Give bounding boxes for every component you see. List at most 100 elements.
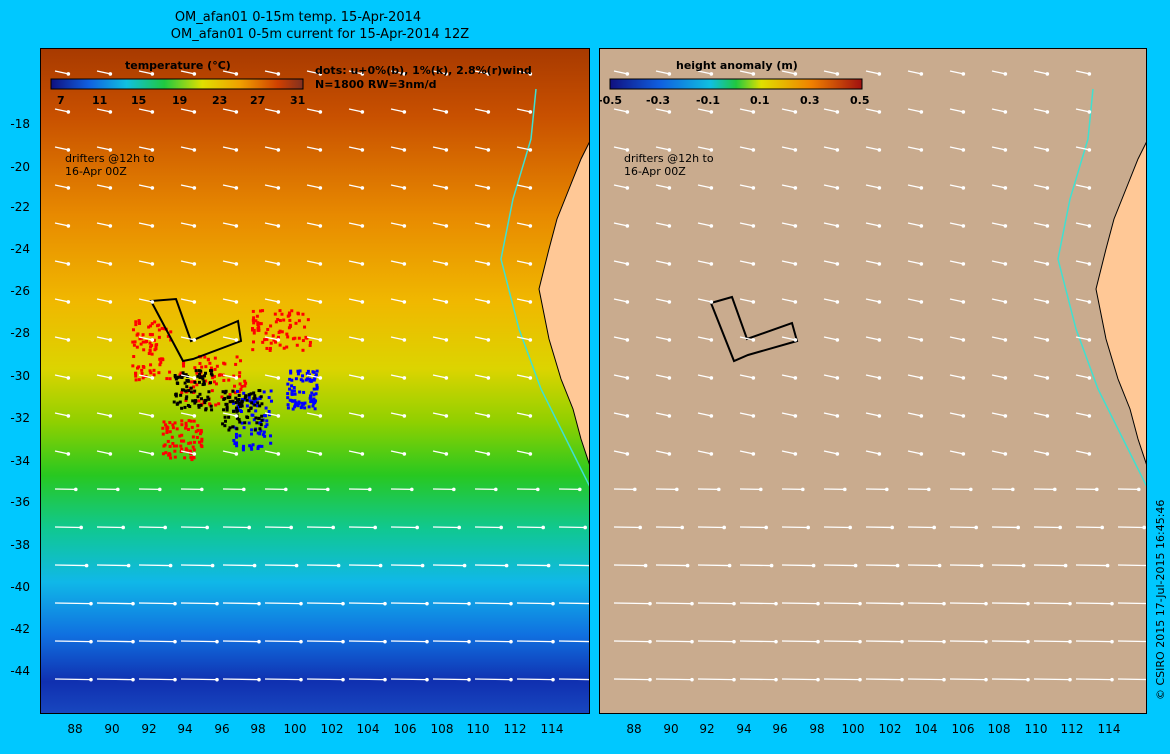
- current-arrow: [1075, 374, 1090, 379]
- current-arrow: [739, 640, 776, 643]
- drifter-dot: [256, 401, 260, 405]
- drifter-dot: [252, 391, 256, 395]
- current-arrow-head: [835, 148, 840, 152]
- current-arrow: [613, 564, 646, 567]
- drifter-dot: [256, 445, 260, 449]
- drifter-dot: [245, 398, 249, 402]
- drifter-dot: [218, 373, 222, 377]
- current-arrow-head: [528, 72, 533, 76]
- current-arrow-head: [89, 677, 93, 682]
- current-arrow: [96, 184, 111, 189]
- current-arrow: [739, 412, 754, 417]
- current-arrow: [1075, 602, 1112, 605]
- drifter-dot: [159, 360, 163, 364]
- drifter-dot: [184, 398, 188, 402]
- current-arrow-head: [1045, 300, 1050, 304]
- drifter-dot: [251, 327, 255, 331]
- current-arrow: [949, 450, 964, 455]
- drifter-dot: [250, 401, 254, 405]
- current-arrow: [907, 602, 944, 605]
- current-arrow-head: [877, 262, 882, 266]
- drifter-dot: [290, 384, 294, 388]
- drifter-dot: [168, 370, 172, 374]
- x-tick-label: 94: [177, 722, 193, 736]
- drifter-dot: [261, 309, 265, 313]
- current-arrow: [907, 222, 922, 227]
- current-arrow: [432, 70, 447, 75]
- current-arrow-head: [457, 525, 461, 530]
- current-arrow-head: [173, 601, 177, 606]
- drifter-dot: [141, 364, 145, 368]
- drifter-dot: [289, 371, 293, 375]
- current-arrow: [222, 298, 237, 303]
- drifter-dot: [182, 361, 186, 365]
- x-tick-label: 90: [104, 722, 120, 736]
- drifter-dot: [252, 397, 256, 401]
- current-arrow-head: [690, 639, 694, 644]
- drifter-dot: [168, 430, 172, 434]
- current-arrow: [432, 336, 447, 341]
- current-arrow-head: [467, 601, 471, 606]
- y-tick-label: -38: [10, 538, 30, 552]
- current-arrow: [865, 602, 902, 605]
- drifter-dot: [163, 443, 167, 447]
- current-arrow-head: [66, 262, 71, 266]
- drifter-dot: [180, 423, 184, 427]
- current-arrow-head: [121, 525, 125, 530]
- current-arrow-head: [150, 262, 155, 266]
- current-arrow: [222, 222, 237, 227]
- current-arrow: [613, 108, 628, 113]
- current-arrow: [54, 678, 91, 681]
- current-arrow: [865, 412, 880, 417]
- drifter-dot: [295, 343, 299, 347]
- current-arrow-head: [709, 186, 714, 190]
- current-arrow-head: [192, 262, 197, 266]
- temperature-map-panel: temperature (°C) 7 11 15 19 23 27 31 dot…: [40, 48, 590, 714]
- current-arrow-head: [727, 563, 732, 568]
- current-arrow: [991, 70, 1006, 75]
- current-arrow: [474, 450, 489, 455]
- current-arrow: [222, 678, 259, 681]
- drifter-dot: [228, 400, 232, 404]
- current-arrow-head: [163, 525, 167, 530]
- current-arrow-head: [486, 224, 491, 228]
- current-arrow-head: [800, 487, 805, 492]
- drifter-dot: [235, 441, 239, 445]
- drifter-dot: [234, 401, 238, 405]
- current-arrow: [180, 146, 195, 151]
- drifter-dot: [160, 326, 164, 330]
- drifter-dot: [313, 407, 317, 411]
- drifter-dot: [237, 401, 241, 405]
- current-arrow: [390, 412, 405, 417]
- current-arrow: [390, 602, 427, 605]
- drifter-dot: [247, 421, 251, 425]
- y-tick-label: -40: [10, 580, 30, 594]
- drifter-dot: [234, 432, 238, 436]
- drifter-dot: [187, 419, 191, 423]
- colorbar-tick: 15: [131, 94, 147, 107]
- drifter-dot: [269, 324, 273, 328]
- current-arrow-head: [318, 376, 323, 380]
- current-arrow: [907, 640, 944, 643]
- current-arrow-head: [961, 338, 966, 342]
- current-arrow-head: [294, 563, 299, 568]
- drifter-dot: [147, 352, 151, 356]
- drifter-dot: [196, 395, 200, 399]
- drifter-dot: [202, 380, 206, 384]
- current-arrow: [781, 184, 796, 189]
- x-tick-label: 96: [772, 722, 788, 736]
- current-arrow-head: [341, 639, 345, 644]
- drifter-dot: [306, 318, 310, 322]
- current-arrow-head: [751, 110, 756, 114]
- current-arrow-head: [984, 601, 988, 606]
- current-arrow: [949, 412, 964, 417]
- drifter-dot: [303, 406, 307, 410]
- drifter-dot: [198, 372, 202, 376]
- current-arrow-head: [276, 110, 281, 114]
- x-tick-label: 94: [736, 722, 752, 736]
- colorbar-tick: 27: [250, 94, 266, 107]
- drifter-dot: [157, 335, 161, 339]
- current-arrow-head: [919, 452, 924, 456]
- current-arrow: [348, 70, 363, 75]
- current-arrow-head: [402, 452, 407, 456]
